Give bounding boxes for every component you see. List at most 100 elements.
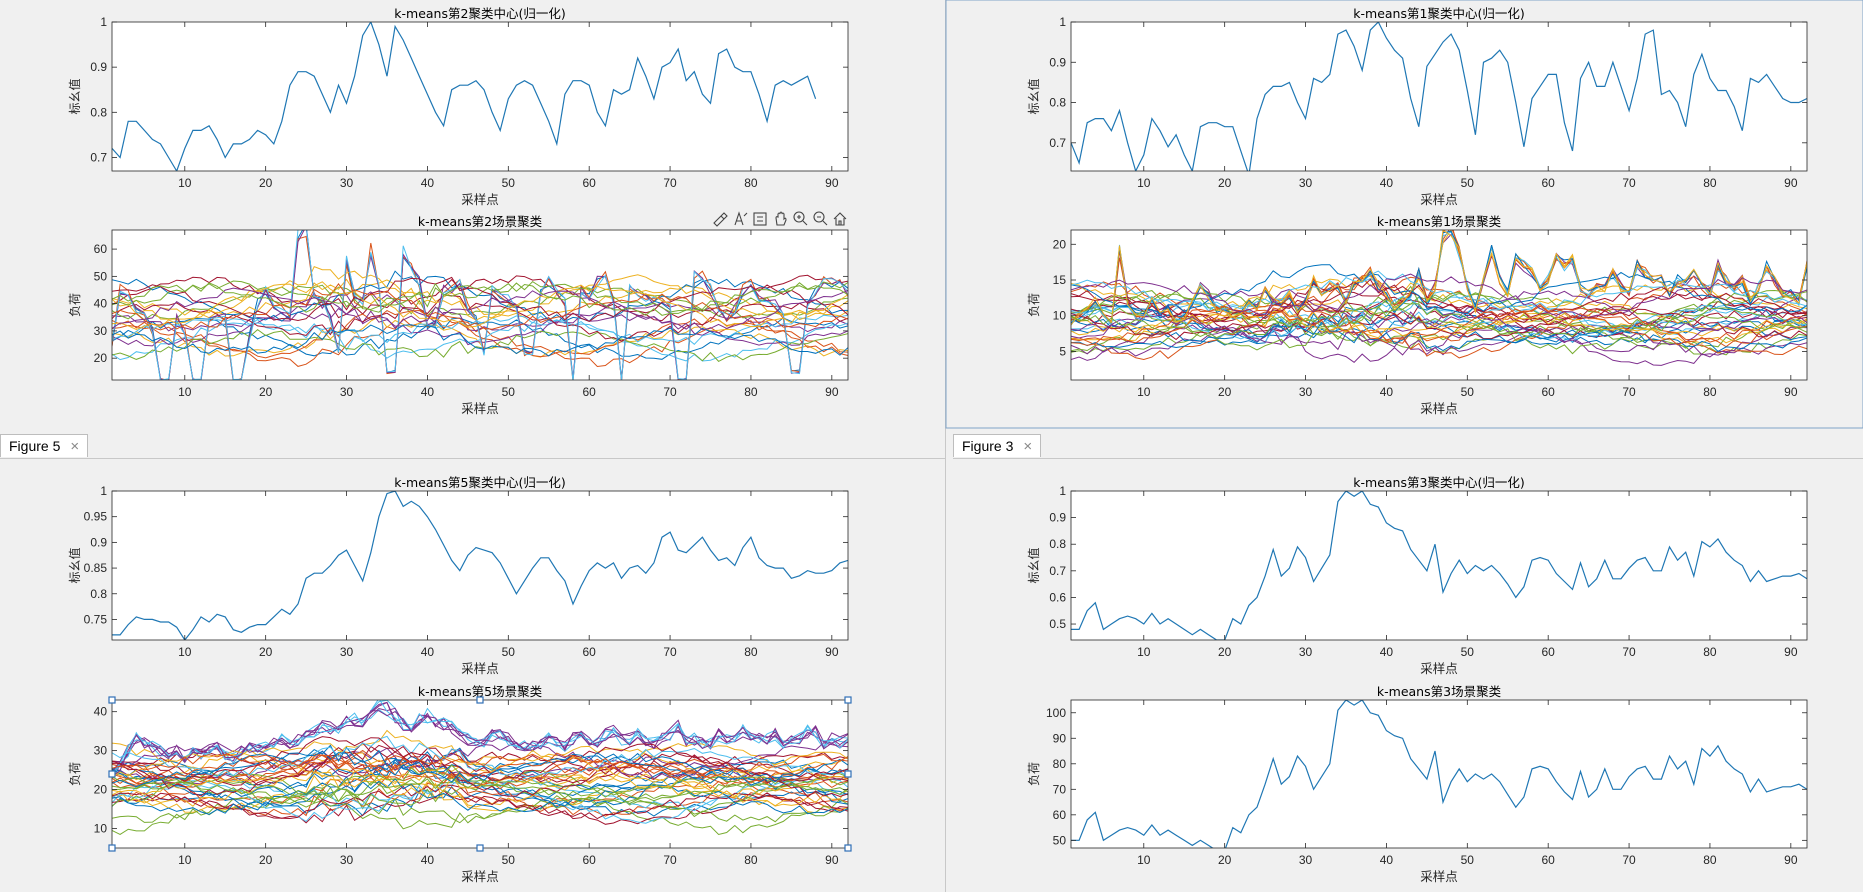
- x-tick-label: 20: [259, 385, 273, 399]
- selection-handle[interactable]: [844, 770, 852, 778]
- scenario-line[interactable]: [1071, 307, 1807, 339]
- x-tick-label: 70: [663, 176, 677, 190]
- series-line[interactable]: [1071, 22, 1807, 175]
- scenario-line[interactable]: [112, 284, 848, 321]
- x-tick-label: 60: [583, 385, 597, 399]
- zoom-in-icon[interactable]: [793, 211, 808, 226]
- scenario-line[interactable]: [112, 749, 848, 789]
- selection-handle[interactable]: [476, 696, 484, 704]
- scenario-line[interactable]: [112, 314, 848, 345]
- y-tick-label: 0.5: [1049, 617, 1066, 631]
- scenario-line[interactable]: [112, 294, 848, 342]
- scenario-line[interactable]: [1071, 321, 1807, 353]
- plot-area[interactable]: [112, 22, 848, 171]
- scenario-line[interactable]: [112, 777, 848, 804]
- scenario-line[interactable]: [1071, 273, 1807, 318]
- scenario-line[interactable]: [112, 282, 848, 330]
- scenario-line[interactable]: [112, 318, 848, 362]
- chart-c1[interactable]: 10 20 30 40 50 60 70 80 90 0.7 0.8 0.9 1 k-means第1聚类中…: [1026, 6, 1808, 207]
- scenario-line[interactable]: [112, 278, 848, 319]
- scenario-line[interactable]: [112, 265, 848, 321]
- zoom-out-icon[interactable]: [813, 211, 828, 226]
- scenario-line[interactable]: [112, 777, 848, 810]
- scenario-line[interactable]: [1071, 270, 1807, 312]
- plot-area[interactable]: [1071, 22, 1807, 171]
- active-pane-border: [945, 0, 1863, 429]
- selection-handle[interactable]: [844, 844, 852, 852]
- tab-label: Figure 3: [962, 438, 1014, 454]
- scenario-line[interactable]: [112, 750, 848, 788]
- chart-title: k-means第1场景聚类: [1377, 214, 1502, 229]
- y-tick-label: 0.7: [1049, 136, 1066, 150]
- series-line[interactable]: [1071, 491, 1807, 640]
- x-tick-label: 80: [1703, 176, 1717, 190]
- scenario-line[interactable]: [112, 771, 848, 798]
- scenario-line[interactable]: [112, 795, 848, 836]
- scenario-line[interactable]: [112, 784, 848, 820]
- scenario-line[interactable]: [112, 276, 848, 322]
- close-icon[interactable]: ×: [70, 438, 80, 455]
- series-line[interactable]: [1071, 700, 1807, 851]
- chart-s3[interactable]: 10 20 30 40 50 60 70 80 90 50 60 70 80 90 100 k-means第3…: [1027, 684, 1808, 884]
- scenario-line[interactable]: [112, 756, 848, 785]
- pan-icon[interactable]: [775, 211, 787, 226]
- scenario-line[interactable]: [112, 735, 848, 778]
- chart-s1[interactable]: 10 20 30 40 50 60 70 80 90 5 10 15 20 k-means第1场景聚类采样…: [1027, 214, 1808, 416]
- scenario-line[interactable]: [112, 699, 848, 775]
- selection-handle[interactable]: [108, 770, 116, 778]
- scenario-line[interactable]: [1071, 284, 1807, 323]
- scenario-line[interactable]: [1071, 306, 1807, 361]
- scenario-line[interactable]: [1071, 295, 1807, 343]
- x-tick-label: 20: [259, 645, 273, 659]
- plot-area[interactable]: [112, 491, 848, 640]
- chart-s5[interactable]: 10 20 30 40 50 60 70 80 90 10 20 30 40 k-means第5场景聚类采…: [68, 684, 852, 884]
- brush-icon[interactable]: [713, 212, 728, 227]
- scenario-line[interactable]: [112, 317, 848, 360]
- scenario-line[interactable]: [1071, 303, 1807, 355]
- scenario-line[interactable]: [112, 270, 848, 322]
- scenario-line[interactable]: [1071, 230, 1807, 326]
- home-icon[interactable]: [833, 212, 847, 226]
- chart-s2[interactable]: 10 20 30 40 50 60 70 80 90 20 30 40 50 60 k-means第2场景聚…: [68, 214, 849, 416]
- scenario-line[interactable]: [1071, 322, 1807, 357]
- scenario-line[interactable]: [112, 328, 848, 363]
- chart-c5[interactable]: 10 20 30 40 50 60 70 80 90 0.75 0.8 0.85 0.9 0.95 1 k-m…: [67, 475, 849, 676]
- selection-handle[interactable]: [476, 844, 484, 852]
- scenario-line[interactable]: [1071, 278, 1807, 323]
- scenario-line[interactable]: [112, 752, 848, 775]
- selection-handle[interactable]: [844, 696, 852, 704]
- legend-icon[interactable]: [753, 212, 767, 226]
- scenario-line[interactable]: [112, 788, 848, 824]
- data-tip-icon[interactable]: [734, 211, 748, 226]
- scenario-line[interactable]: [112, 775, 848, 815]
- scenario-line[interactable]: [112, 287, 848, 331]
- scenario-line[interactable]: [1071, 324, 1807, 366]
- scenario-line[interactable]: [112, 736, 848, 782]
- scenario-line[interactable]: [112, 282, 848, 316]
- x-tick-label: 10: [1137, 645, 1151, 659]
- selection-handle[interactable]: [108, 696, 116, 704]
- scenario-line[interactable]: [1071, 312, 1807, 346]
- scenario-line[interactable]: [112, 324, 848, 357]
- scenario-line[interactable]: [112, 315, 848, 358]
- series-line[interactable]: [112, 22, 817, 171]
- tab-figure-5[interactable]: Figure 5 ×: [0, 434, 89, 457]
- chart-c3[interactable]: 10 20 30 40 50 60 70 80 90 0.5 0.6 0.7 0.8 0.9 1 k-mean…: [1026, 475, 1808, 676]
- y-tick-label: 15: [1053, 273, 1067, 287]
- scenario-line[interactable]: [112, 225, 848, 381]
- close-icon[interactable]: ×: [1023, 438, 1033, 455]
- scenario-line[interactable]: [1071, 303, 1807, 346]
- tab-figure-3[interactable]: Figure 3 ×: [953, 434, 1042, 457]
- scenario-line[interactable]: [112, 274, 848, 322]
- y-tick-label: 1: [100, 15, 107, 29]
- scenario-line[interactable]: [112, 281, 848, 331]
- selection-handle[interactable]: [108, 844, 116, 852]
- scenario-line[interactable]: [112, 764, 848, 800]
- scenario-line[interactable]: [1071, 303, 1807, 336]
- scenario-line[interactable]: [112, 742, 848, 798]
- scenario-line[interactable]: [1071, 295, 1807, 348]
- chart-c2[interactable]: 10 20 30 40 50 60 70 80 90 0.7 0.8 0.9 1 k-means第2聚类中…: [67, 6, 849, 207]
- series-line[interactable]: [112, 491, 848, 640]
- scenario-line[interactable]: [112, 744, 848, 779]
- y-axis-label: 负荷: [1027, 293, 1041, 317]
